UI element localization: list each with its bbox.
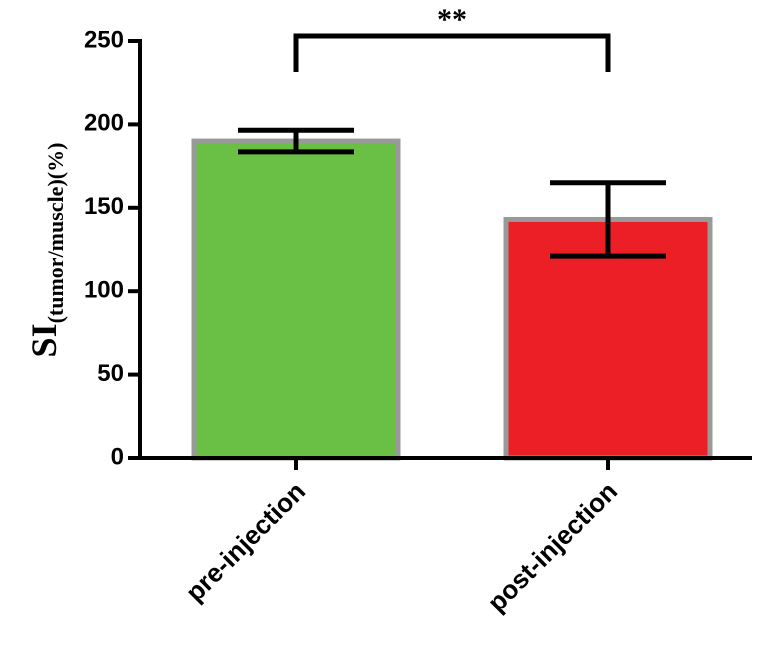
bar <box>191 138 401 461</box>
y-tick-label: 0 <box>111 443 124 470</box>
y-tick-label: 50 <box>97 360 124 387</box>
y-label-sub: (tumor/muscle) <box>43 179 68 323</box>
y-tick-label: 100 <box>84 277 124 304</box>
x-tick-label: pre-injection <box>180 476 312 608</box>
y-tick-label: 150 <box>84 193 124 220</box>
significance-label: ** <box>437 3 467 36</box>
y-label-main: SI <box>24 323 64 357</box>
y-label-suffix: (%) <box>43 143 68 180</box>
y-tick-label: 250 <box>84 26 124 53</box>
y-axis-label: SI(tumor/muscle)(%) <box>24 143 68 358</box>
y-tick-label: 200 <box>84 110 124 137</box>
significance-bracket <box>293 33 611 72</box>
x-tick-label: post-injection <box>481 476 623 618</box>
